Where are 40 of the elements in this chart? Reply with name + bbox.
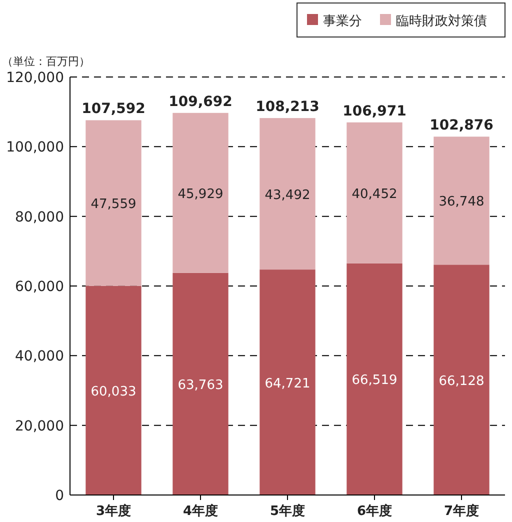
y-tick-label: 20,000: [15, 418, 64, 434]
y-tick-label: 100,000: [6, 140, 64, 156]
y-tick-label: 0: [55, 488, 64, 504]
bar: [172, 112, 228, 273]
data-label: 43,492: [264, 188, 310, 203]
data-label: 36,748: [438, 194, 484, 210]
bar: [86, 286, 142, 495]
x-tick-label: 6年度: [356, 503, 392, 519]
bar: [260, 270, 316, 495]
x-tick-label: 5年度: [270, 503, 306, 519]
bar: [434, 136, 490, 265]
bar: [434, 264, 490, 495]
legend-label: 臨時財政対策債: [396, 13, 487, 29]
total-label: 109,692: [168, 94, 232, 110]
x-tick-label: 4年度: [182, 503, 218, 519]
data-label: 64,721: [264, 376, 310, 392]
total-label: 107,592: [82, 101, 146, 118]
y-tick-label: 60,000: [15, 279, 64, 295]
bar: [260, 118, 316, 270]
data-label: 66,519: [352, 373, 398, 388]
data-label: 60,033: [90, 384, 136, 400]
y-tick-label: 120,000: [6, 70, 64, 86]
x-tick-label: 7年度: [444, 503, 480, 519]
bar: [346, 122, 402, 264]
bar: [172, 272, 228, 495]
y-tick-label: 40,000: [15, 348, 64, 365]
x-tick-label: 3年度: [96, 503, 132, 519]
y-axis-title: （単位：百万円）: [2, 55, 90, 68]
data-label: 40,452: [352, 186, 398, 202]
data-label: 47,559: [90, 197, 136, 212]
legend-label: 事業分: [323, 14, 362, 29]
y-tick-label: 80,000: [15, 209, 64, 226]
total-label: 102,876: [430, 118, 494, 134]
data-label: 66,128: [438, 374, 484, 389]
data-label: 63,763: [178, 378, 224, 393]
total-label: 106,971: [342, 103, 406, 120]
bar: [346, 263, 402, 495]
data-label: 45,929: [178, 186, 224, 202]
total-label: 108,213: [256, 99, 320, 116]
bar: [86, 120, 142, 286]
